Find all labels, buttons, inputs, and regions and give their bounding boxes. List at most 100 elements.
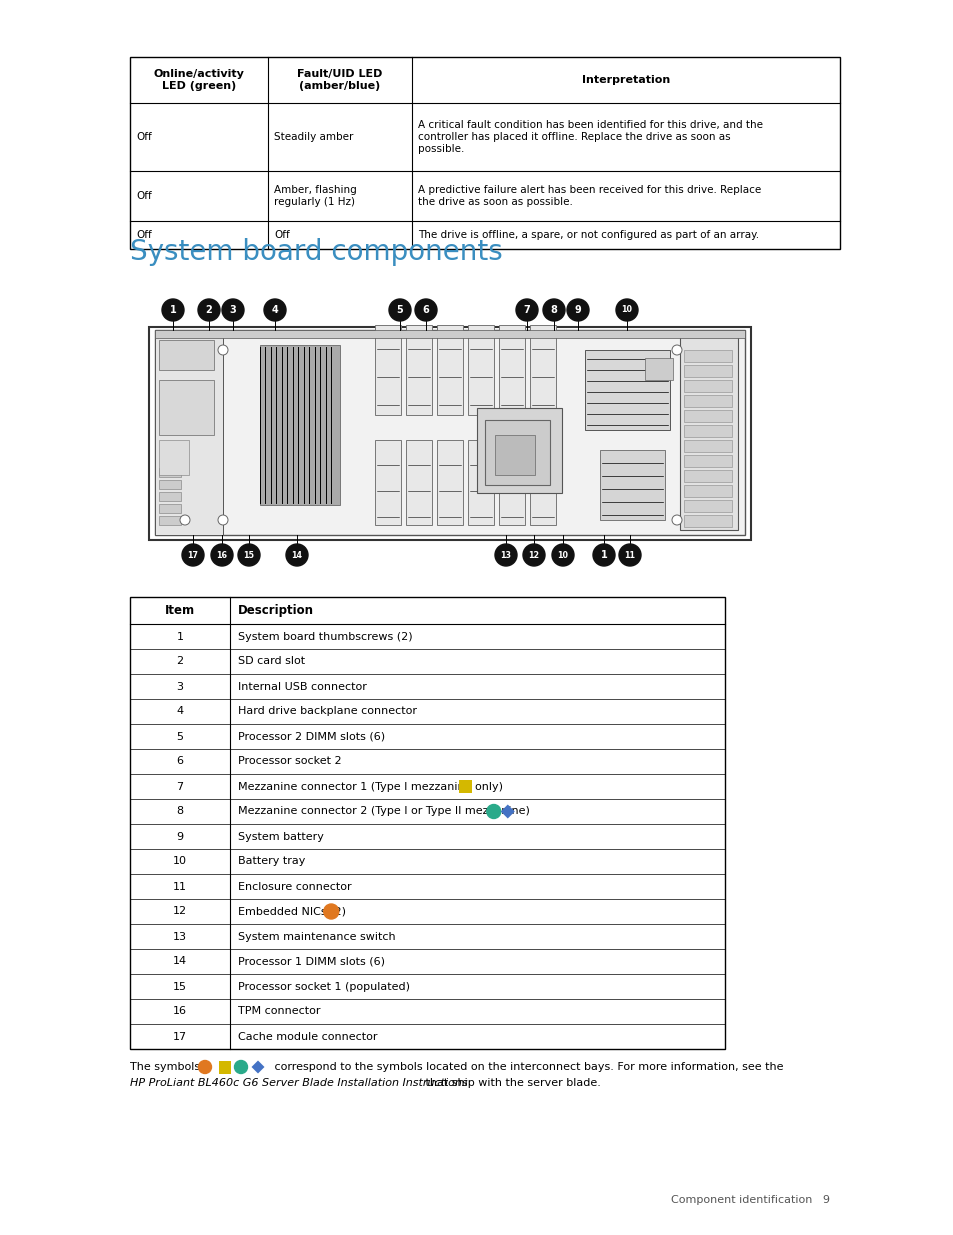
- Text: 12: 12: [172, 906, 187, 916]
- Circle shape: [618, 543, 640, 566]
- Text: Processor socket 2: Processor socket 2: [237, 757, 341, 767]
- Bar: [406, 440, 432, 525]
- Text: 5: 5: [396, 305, 403, 315]
- Text: A critical fault condition has been identified for this drive, and the
controlle: A critical fault condition has been iden…: [417, 120, 762, 154]
- Text: 10: 10: [620, 305, 632, 315]
- Text: 8: 8: [550, 305, 557, 315]
- Bar: [219, 1061, 232, 1073]
- Bar: [530, 440, 556, 525]
- Text: Interpretation: Interpretation: [581, 75, 669, 85]
- Bar: [683, 440, 731, 452]
- Text: 4: 4: [176, 706, 183, 716]
- Text: 7: 7: [176, 782, 183, 792]
- Bar: [159, 492, 181, 501]
- Text: Component identification   9: Component identification 9: [670, 1195, 829, 1205]
- Text: 10: 10: [172, 857, 187, 867]
- Bar: [683, 515, 731, 527]
- Text: 3: 3: [176, 682, 183, 692]
- Text: SD card slot: SD card slot: [237, 657, 305, 667]
- Text: correspond to the symbols located on the interconnect bays. For more information: correspond to the symbols located on the…: [271, 1062, 782, 1072]
- Bar: [530, 325, 556, 415]
- Bar: [683, 366, 731, 377]
- Circle shape: [237, 543, 260, 566]
- Bar: [260, 345, 339, 505]
- Bar: [584, 350, 669, 430]
- Circle shape: [218, 345, 228, 354]
- Bar: [154, 330, 744, 535]
- Text: 13: 13: [172, 931, 187, 941]
- Bar: [406, 325, 432, 415]
- Text: 1: 1: [176, 631, 183, 641]
- Text: Off: Off: [274, 230, 290, 240]
- Bar: [683, 471, 731, 482]
- Bar: [498, 440, 524, 525]
- Text: The drive is offline, a spare, or not configured as part of an array.: The drive is offline, a spare, or not co…: [417, 230, 759, 240]
- Text: Processor 1 DIMM slots (6): Processor 1 DIMM slots (6): [237, 956, 385, 967]
- Text: 7: 7: [523, 305, 530, 315]
- Circle shape: [616, 299, 638, 321]
- Bar: [683, 410, 731, 422]
- Text: HP ProLiant BL460c G6 Server Blade Installation Instructions: HP ProLiant BL460c G6 Server Blade Insta…: [130, 1078, 467, 1088]
- Bar: [484, 420, 550, 485]
- Circle shape: [234, 1061, 247, 1073]
- Text: Enclosure connector: Enclosure connector: [237, 882, 352, 892]
- Circle shape: [552, 543, 574, 566]
- Text: System battery: System battery: [237, 831, 323, 841]
- Text: Online/activity
LED (green): Online/activity LED (green): [153, 69, 244, 91]
- Circle shape: [486, 804, 500, 819]
- Circle shape: [516, 299, 537, 321]
- Text: that ship with the server blade.: that ship with the server blade.: [421, 1078, 600, 1088]
- Circle shape: [542, 299, 564, 321]
- Text: 11: 11: [624, 551, 635, 559]
- Text: Hard drive backplane connector: Hard drive backplane connector: [237, 706, 416, 716]
- Text: Description: Description: [237, 604, 314, 618]
- Bar: [468, 440, 494, 525]
- Bar: [683, 350, 731, 362]
- Text: 13: 13: [500, 551, 511, 559]
- Text: Off: Off: [136, 132, 152, 142]
- Bar: [644, 358, 672, 380]
- Text: 4: 4: [272, 305, 278, 315]
- Circle shape: [671, 515, 681, 525]
- Text: Amber, flashing
regularly (1 Hz): Amber, flashing regularly (1 Hz): [274, 185, 356, 207]
- Circle shape: [198, 1061, 212, 1073]
- Circle shape: [264, 299, 286, 321]
- Circle shape: [211, 543, 233, 566]
- Text: 9: 9: [176, 831, 183, 841]
- Text: Battery tray: Battery tray: [237, 857, 305, 867]
- Circle shape: [566, 299, 588, 321]
- Text: 14: 14: [292, 551, 302, 559]
- Text: 16: 16: [216, 551, 227, 559]
- Text: 15: 15: [243, 551, 254, 559]
- Circle shape: [180, 515, 190, 525]
- Bar: [159, 340, 213, 370]
- Bar: [683, 485, 731, 496]
- Text: Mezzanine connector 1 (Type I mezzanine only): Mezzanine connector 1 (Type I mezzanine …: [237, 782, 502, 792]
- Text: 6: 6: [422, 305, 429, 315]
- Circle shape: [162, 299, 184, 321]
- Text: 5: 5: [176, 731, 183, 741]
- Bar: [159, 504, 181, 513]
- Bar: [130, 57, 840, 249]
- Text: Mezzanine connector 2 (Type I or Type II mezzanine): Mezzanine connector 2 (Type I or Type II…: [237, 806, 529, 816]
- Bar: [149, 327, 750, 540]
- Bar: [130, 597, 724, 1049]
- Polygon shape: [500, 804, 515, 819]
- Circle shape: [593, 543, 615, 566]
- Bar: [468, 325, 494, 415]
- Text: Cache module connector: Cache module connector: [237, 1031, 377, 1041]
- Bar: [495, 435, 535, 475]
- Bar: [683, 380, 731, 391]
- Text: 11: 11: [172, 882, 187, 892]
- Text: 9: 9: [574, 305, 580, 315]
- Bar: [476, 408, 561, 493]
- Circle shape: [389, 299, 411, 321]
- Bar: [159, 380, 213, 435]
- Bar: [154, 330, 744, 338]
- Circle shape: [218, 515, 228, 525]
- Circle shape: [182, 543, 204, 566]
- Bar: [159, 468, 181, 477]
- Circle shape: [495, 543, 517, 566]
- Text: 16: 16: [172, 1007, 187, 1016]
- Bar: [159, 480, 181, 489]
